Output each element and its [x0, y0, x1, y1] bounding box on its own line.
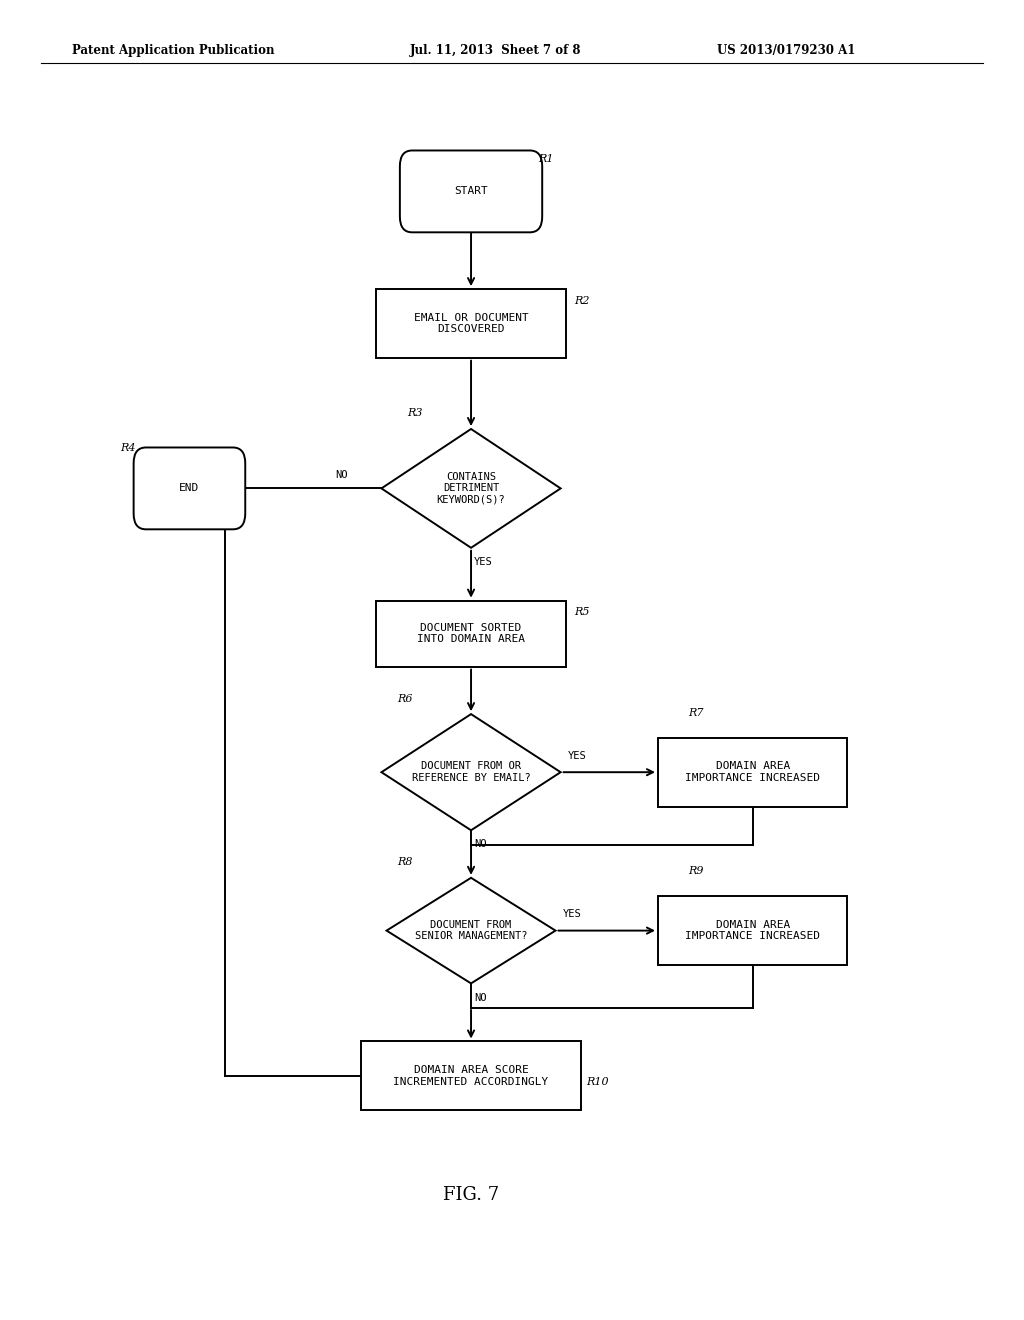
Text: YES: YES: [563, 909, 582, 920]
Text: R7: R7: [688, 708, 705, 718]
Polygon shape: [387, 878, 555, 983]
Text: DOCUMENT FROM
SENIOR MANAGEMENT?: DOCUMENT FROM SENIOR MANAGEMENT?: [415, 920, 527, 941]
Text: R2: R2: [573, 296, 590, 306]
Text: R3: R3: [408, 408, 423, 418]
Polygon shape: [382, 714, 561, 830]
Text: NO: NO: [474, 993, 486, 1003]
Bar: [657, 896, 847, 965]
Text: NO: NO: [336, 470, 348, 480]
Bar: [361, 1041, 582, 1110]
Text: DOMAIN AREA SCORE
INCREMENTED ACCORDINGLY: DOMAIN AREA SCORE INCREMENTED ACCORDINGL…: [393, 1065, 549, 1086]
Text: R1: R1: [539, 153, 554, 164]
FancyBboxPatch shape: [133, 447, 246, 529]
Text: US 2013/0179230 A1: US 2013/0179230 A1: [717, 44, 855, 57]
Text: NO: NO: [474, 840, 486, 850]
Bar: [377, 601, 565, 667]
Text: YES: YES: [474, 557, 493, 568]
Text: DOMAIN AREA
IMPORTANCE INCREASED: DOMAIN AREA IMPORTANCE INCREASED: [685, 920, 820, 941]
Text: EMAIL OR DOCUMENT
DISCOVERED: EMAIL OR DOCUMENT DISCOVERED: [414, 313, 528, 334]
Text: R9: R9: [688, 866, 705, 876]
Text: R4: R4: [121, 442, 136, 453]
Bar: [377, 289, 565, 358]
Text: R10: R10: [586, 1077, 609, 1088]
Text: CONTAINS
DETRIMENT
KEYWORD(S)?: CONTAINS DETRIMENT KEYWORD(S)?: [436, 471, 506, 506]
Text: DOCUMENT FROM OR
REFERENCE BY EMAIL?: DOCUMENT FROM OR REFERENCE BY EMAIL?: [412, 762, 530, 783]
Text: R5: R5: [573, 607, 590, 618]
Text: END: END: [179, 483, 200, 494]
Text: START: START: [455, 186, 487, 197]
Text: DOCUMENT SORTED
INTO DOMAIN AREA: DOCUMENT SORTED INTO DOMAIN AREA: [417, 623, 525, 644]
Text: DOMAIN AREA
IMPORTANCE INCREASED: DOMAIN AREA IMPORTANCE INCREASED: [685, 762, 820, 783]
FancyBboxPatch shape: [399, 150, 543, 232]
Text: FIG. 7: FIG. 7: [443, 1185, 499, 1204]
Text: R6: R6: [397, 693, 413, 704]
Text: YES: YES: [567, 751, 587, 762]
Text: Patent Application Publication: Patent Application Publication: [72, 44, 274, 57]
Text: Jul. 11, 2013  Sheet 7 of 8: Jul. 11, 2013 Sheet 7 of 8: [410, 44, 581, 57]
Polygon shape: [382, 429, 561, 548]
Bar: [657, 738, 847, 807]
Text: R8: R8: [397, 857, 413, 867]
